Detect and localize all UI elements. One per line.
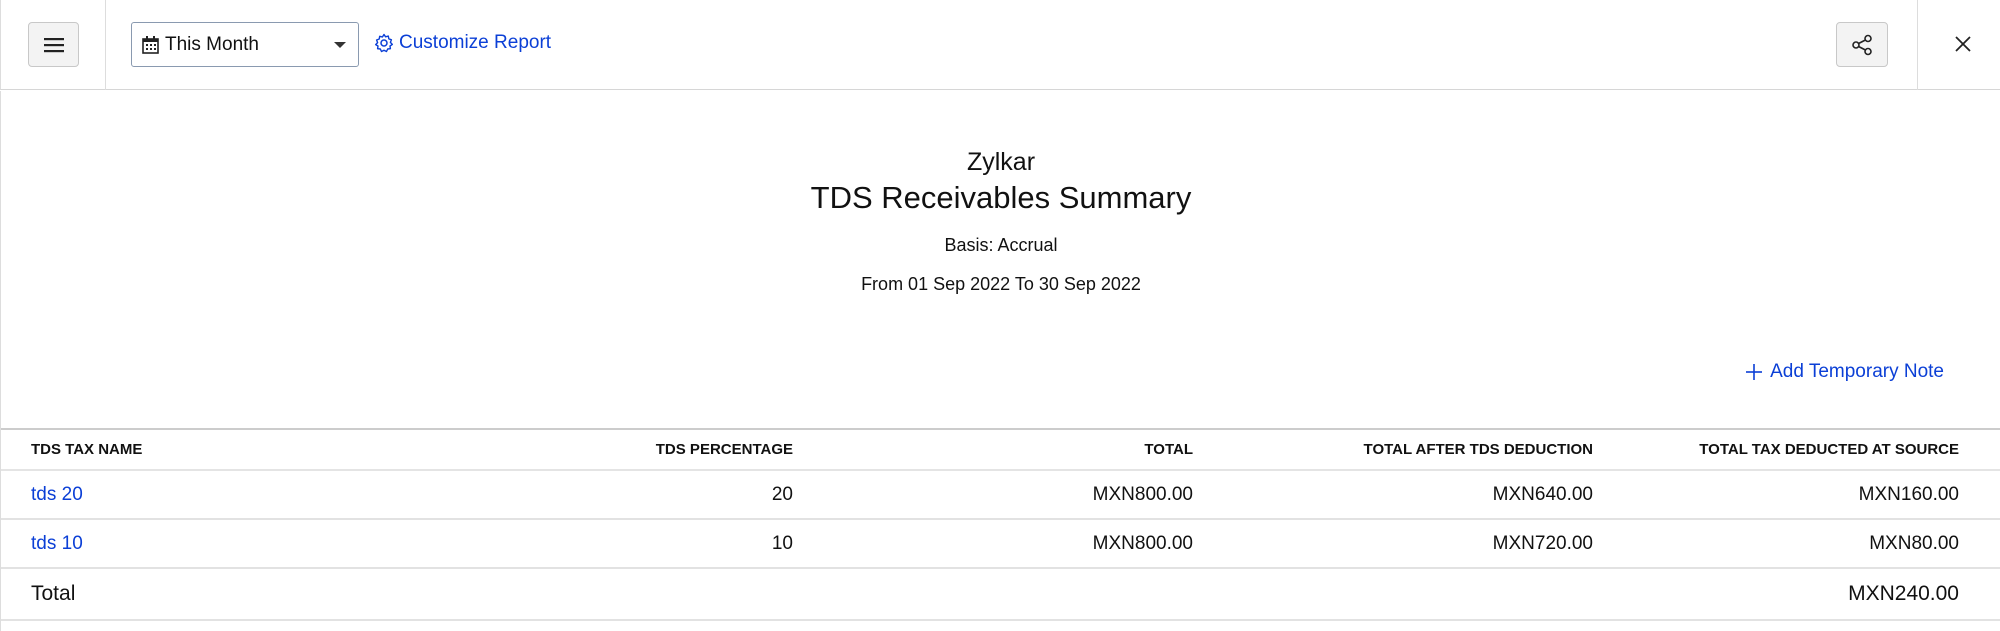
divider (1917, 0, 1918, 90)
table-header-row: TDS TAX NAME TDS PERCENTAGE TOTAL TOTAL … (1, 429, 2000, 471)
table-row: tds 20 20 MXN800.00 MXN640.00 MXN160.00 (1, 470, 2000, 520)
hamburger-icon (43, 37, 64, 52)
total-after-deduction-cell: MXN720.00 (1193, 519, 1593, 569)
share-button[interactable] (1836, 22, 1888, 67)
tax-deducted-cell: MXN80.00 (1593, 519, 2000, 569)
menu-button[interactable] (28, 22, 79, 67)
report-body: Zylkar TDS Receivables Summary Basis: Ac… (0, 91, 2000, 631)
column-header-tax-name: TDS TAX NAME (1, 429, 471, 471)
total-label: Total (1, 568, 471, 621)
column-header-tax-deducted: TOTAL TAX DEDUCTED AT SOURCE (1593, 429, 2000, 471)
close-button[interactable] (1949, 30, 1977, 58)
customize-report-link[interactable]: Customize Report (374, 32, 551, 54)
empty-cell (793, 568, 1193, 621)
column-header-percentage: TDS PERCENTAGE (471, 429, 793, 471)
add-temporary-note-link[interactable]: Add Temporary Note (1746, 361, 1944, 383)
calendar-icon (142, 35, 159, 54)
empty-cell (471, 568, 793, 621)
tax-name-link[interactable]: tds 20 (1, 470, 471, 520)
total-row: Total MXN240.00 (1, 568, 2000, 621)
tax-deducted-cell: MXN160.00 (1593, 470, 2000, 520)
percentage-cell: 10 (471, 519, 793, 569)
total-tax-deducted: MXN240.00 (1593, 568, 2000, 621)
report-period: From 01 Sep 2022 To 30 Sep 2022 (861, 274, 1141, 294)
chevron-down-icon (334, 42, 346, 48)
empty-cell (1193, 568, 1593, 621)
report-title: TDS Receivables Summary (810, 180, 1192, 215)
tds-summary-table: TDS TAX NAME TDS PERCENTAGE TOTAL TOTAL … (1, 428, 2000, 621)
close-icon (1955, 36, 1971, 52)
plus-icon (1746, 364, 1763, 380)
company-name: Zylkar (966, 148, 1036, 176)
customize-report-label: Customize Report (399, 32, 552, 53)
total-after-deduction-cell: MXN640.00 (1193, 470, 1593, 520)
divider (105, 0, 106, 90)
total-cell: MXN800.00 (793, 470, 1193, 520)
gear-icon (375, 33, 393, 53)
report-toolbar: This Month Customize Report (0, 0, 2000, 90)
period-select[interactable]: This Month (131, 22, 359, 67)
add-temporary-note-label: Add Temporary Note (1770, 361, 1944, 382)
share-icon (1852, 34, 1872, 55)
column-header-total: TOTAL (793, 429, 1193, 471)
percentage-cell: 20 (471, 470, 793, 520)
column-header-total-after-deduction: TOTAL AFTER TDS DEDUCTION (1193, 429, 1593, 471)
table-row: tds 10 10 MXN800.00 MXN720.00 MXN80.00 (1, 519, 2000, 569)
total-cell: MXN800.00 (793, 519, 1193, 569)
tax-name-link[interactable]: tds 10 (1, 519, 471, 569)
report-basis: Basis: Accrual (944, 235, 1058, 255)
period-select-value: This Month (165, 33, 259, 55)
